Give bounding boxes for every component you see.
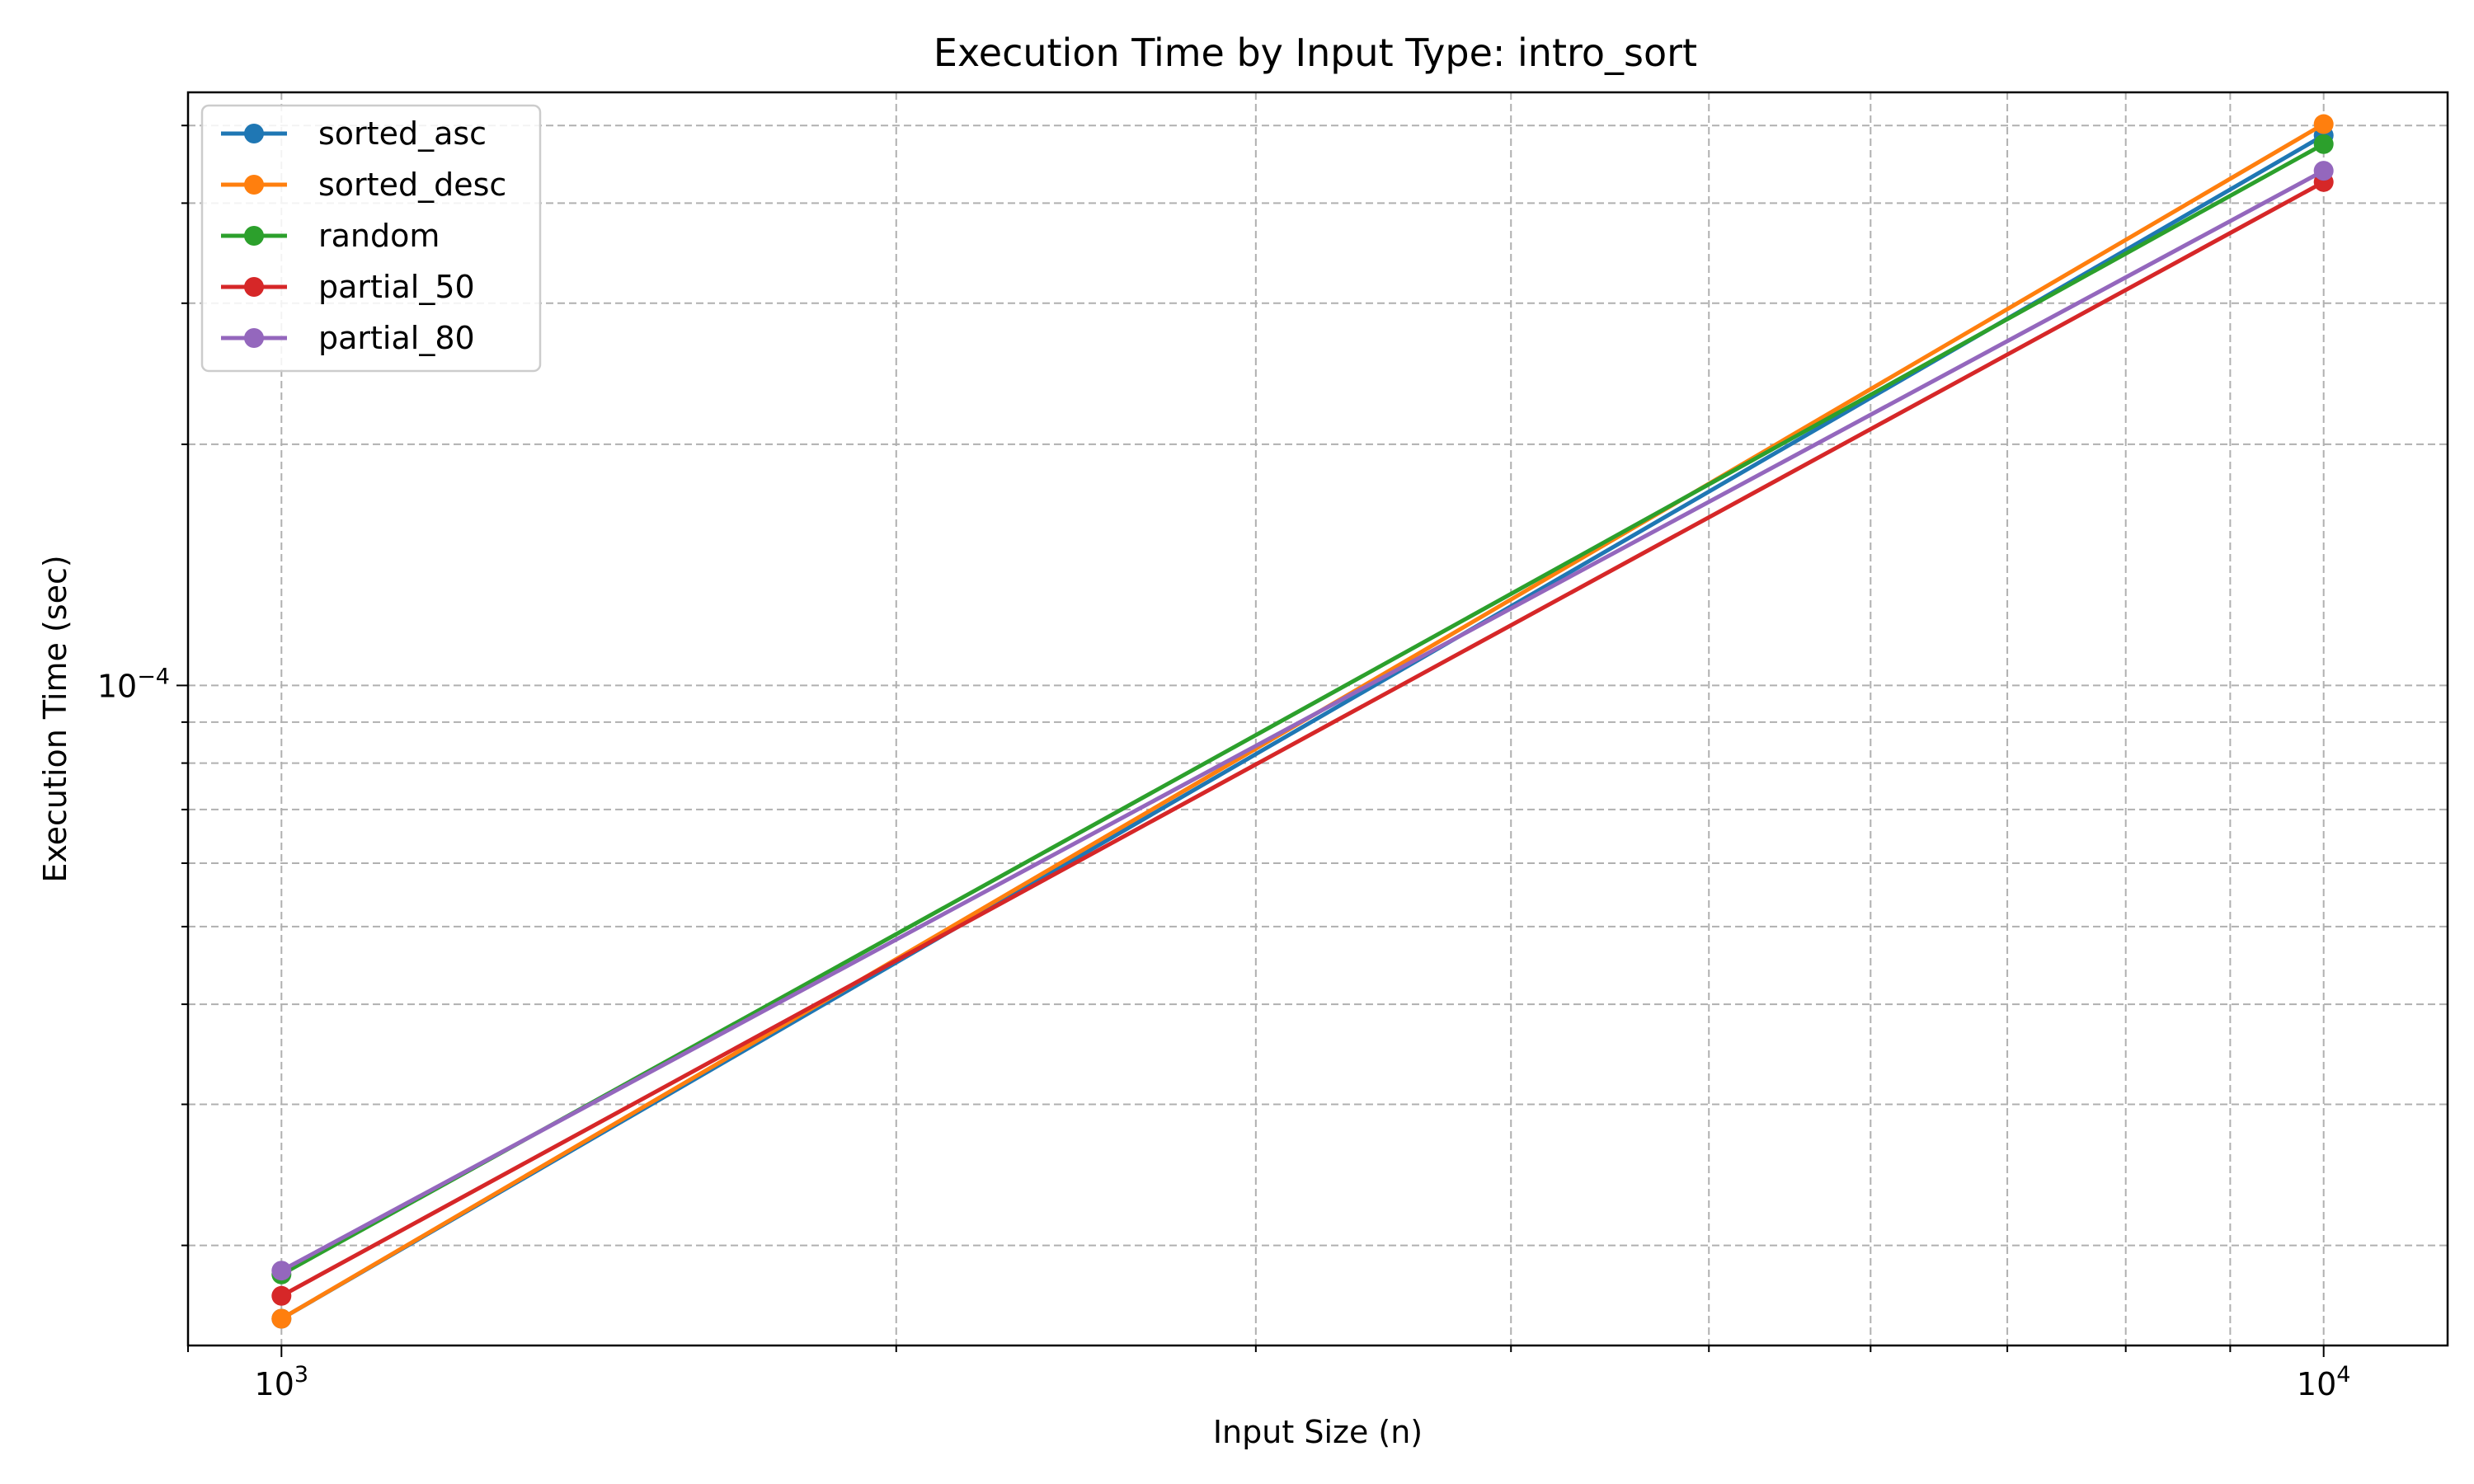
legend-label: sorted_asc (318, 115, 487, 152)
series-line (280, 168, 2325, 1273)
data-point (271, 1308, 292, 1329)
series-layer (271, 114, 2334, 1329)
data-point (271, 1261, 292, 1281)
legend-label: sorted_desc (318, 167, 506, 203)
data-point (271, 1285, 292, 1306)
y-tick-label: 10−4 (97, 664, 170, 704)
legend-label: random (318, 218, 440, 254)
x-tick-label: 104 (2297, 1362, 2351, 1402)
data-point (2313, 161, 2334, 181)
legend-label: partial_50 (318, 269, 475, 305)
legend-marker (244, 175, 264, 195)
legend-label: partial_80 (318, 320, 475, 356)
chart-title: Execution Time by Input Type: intro_sort (934, 31, 1697, 75)
series-partial_80 (271, 161, 2334, 1281)
legend-marker (244, 124, 264, 143)
x-tick-label: 103 (255, 1362, 309, 1402)
legend-box (200, 104, 542, 373)
plot-area-frame (186, 91, 2449, 1347)
data-point (2313, 114, 2334, 134)
data-point (2313, 134, 2334, 154)
y-axis-label: Execution Time (sec) (37, 555, 73, 882)
grid-lines (187, 92, 2448, 1345)
legend-marker (244, 226, 264, 246)
series-line (280, 180, 2325, 1298)
x-axis-label: Input Size (n) (1213, 1414, 1423, 1450)
legend-marker (244, 328, 264, 348)
legend-marker (244, 277, 264, 297)
axis-ticks: 103 104 10−4 (97, 124, 2351, 1402)
